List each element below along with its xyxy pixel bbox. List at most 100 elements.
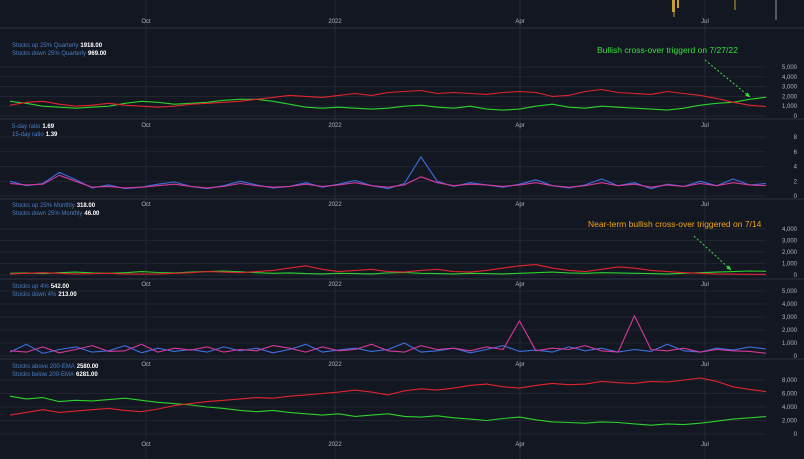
- y-tick-label: 2,000: [782, 419, 798, 425]
- y-tick-label: 2,000: [782, 250, 798, 256]
- time-label-jul: Jul: [701, 123, 709, 129]
- y-tick-label: 4,000: [782, 75, 798, 81]
- time-label-2022: 2022: [328, 282, 342, 288]
- time-label-oct: Oct: [141, 123, 151, 129]
- series-line-ema200-1: [9, 377, 767, 416]
- y-tick-label: 5,000: [782, 289, 798, 295]
- legend-item-up-quarterly: Stocks up 25% Quarterly 1918.00: [12, 43, 106, 51]
- y-tick-label: 3,000: [782, 315, 798, 321]
- time-label-2022: 2022: [328, 123, 342, 129]
- time-label-jul: Jul: [701, 362, 709, 368]
- legend-value: 318.00: [76, 203, 96, 209]
- legend-value: 542.00: [50, 284, 70, 290]
- y-tick-label: 8: [794, 135, 798, 141]
- series-line-monthly-0: [9, 270, 767, 275]
- annotation-arrow-quarterly-head: [745, 92, 750, 97]
- legend-daily4: Stocks up 4% 542.00 Stocks down 4% 213.00: [12, 284, 77, 299]
- legend-item-above-ema: Stocks above 200-EMA 2580.00: [12, 364, 98, 372]
- y-tick-label: 3,000: [782, 85, 798, 91]
- series-line-quarterly-1: [9, 88, 767, 108]
- legend-item-up-monthly: Stocks up 25% Monthly 318.00: [12, 203, 99, 211]
- y-tick-label: 6,000: [782, 392, 798, 398]
- y-tick-label: 0: [794, 432, 798, 438]
- legend-item-down4: Stocks down 4% 213.00: [12, 292, 77, 300]
- time-label-2022: 2022: [328, 362, 342, 368]
- legend-item-15day: 15-day ratio 1.39: [12, 132, 57, 140]
- y-tick-label: 4,000: [782, 405, 798, 411]
- time-label-jul: Jul: [701, 19, 709, 25]
- y-tick-label: 3,000: [782, 239, 798, 245]
- annotation-arrow-quarterly: [704, 59, 751, 98]
- y-tick-label: 4,000: [782, 227, 798, 233]
- legend-item-up4: Stocks up 4% 542.00: [12, 284, 77, 292]
- legend-item-down-quarterly: Stocks down 25% Quarterly 969.00: [12, 51, 106, 59]
- legend-item-below-ema: Stocks below 200-EMA 6281.00: [12, 372, 98, 380]
- y-tick-label: 1,000: [782, 341, 798, 347]
- legend-value: 1918.00: [80, 43, 103, 49]
- legend-label: Stocks up 25% Monthly: [12, 203, 75, 209]
- legend-label: Stocks below 200-EMA: [12, 371, 75, 378]
- legend-item-down-monthly: Stocks down 25% Monthly 46.00: [12, 211, 99, 219]
- annotation-monthly: Near-term bullish cross-over triggered o…: [588, 219, 762, 229]
- price-candle: [677, 0, 679, 8]
- time-label-jul: Jul: [701, 442, 709, 448]
- time-label-oct: Oct: [141, 442, 151, 448]
- legend-value: 1.69: [42, 124, 55, 130]
- time-label-2022: 2022: [328, 442, 342, 448]
- legend-item-5day: 5-day ratio 1.69: [12, 124, 57, 132]
- legend-label: Stocks down 25% Monthly: [12, 210, 83, 217]
- legend-label: 5-day ratio: [12, 124, 41, 130]
- legend-value: 969.00: [88, 50, 107, 57]
- time-label-jul: Jul: [701, 282, 709, 288]
- time-label-oct: Oct: [141, 362, 151, 368]
- legend-label: Stocks down 25% Quarterly: [12, 50, 87, 57]
- legend-ema200: Stocks above 200-EMA 2580.00 Stocks below…: [12, 364, 98, 379]
- series-line-daily4-0: [9, 342, 767, 354]
- series-line-quarterly-0: [9, 96, 767, 111]
- legend-value: 6281.00: [76, 371, 98, 378]
- y-tick-label: 5,000: [782, 65, 798, 71]
- legend-ratio: 5-day ratio 1.69 15-day ratio 1.39: [12, 124, 57, 139]
- time-label-apr: Apr: [515, 282, 524, 288]
- time-label-2022: 2022: [328, 19, 342, 25]
- time-label-apr: Apr: [515, 123, 524, 129]
- legend-value: 46.00: [84, 210, 100, 217]
- legend-label: Stocks up 25% Quarterly: [12, 43, 79, 49]
- y-tick-label: 2,000: [782, 94, 798, 100]
- time-label-2022: 2022: [328, 202, 342, 208]
- y-tick-label: 1,000: [782, 104, 798, 110]
- legend-label: 15-day ratio: [12, 131, 44, 138]
- y-tick-label: 4: [794, 165, 798, 171]
- time-label-oct: Oct: [141, 282, 151, 288]
- legend-value: 2580.00: [76, 364, 99, 370]
- time-label-apr: Apr: [515, 442, 524, 448]
- legend-quarterly: Stocks up 25% Quarterly 1918.00 Stocks do…: [12, 43, 106, 58]
- time-label-jul: Jul: [701, 202, 709, 208]
- time-label-apr: Apr: [515, 202, 524, 208]
- y-tick-label: 1,000: [782, 262, 798, 268]
- annotation-quarterly: Bullish cross-over triggerd on 7/27/22: [597, 45, 738, 55]
- y-tick-label: 4,000: [782, 302, 798, 308]
- y-tick-label: 2: [794, 179, 798, 185]
- y-tick-label: 2,000: [782, 328, 798, 334]
- legend-value: 213.00: [58, 291, 77, 298]
- time-label-oct: Oct: [141, 202, 151, 208]
- y-tick-label: 6: [794, 150, 798, 156]
- y-tick-label: 0: [794, 194, 798, 200]
- annotation-arrow-monthly-head: [726, 265, 731, 270]
- legend-label: Stocks above 200-EMA: [12, 364, 75, 370]
- legend-value: 1.39: [45, 131, 58, 138]
- annotation-arrow-monthly: [693, 235, 732, 271]
- y-tick-label: 0: [794, 354, 798, 360]
- legend-label: Stocks up 4%: [12, 284, 49, 290]
- y-tick-label: 8,000: [782, 378, 798, 384]
- time-label-oct: Oct: [141, 19, 151, 25]
- series-line-ema200-0: [9, 395, 767, 426]
- legend-monthly: Stocks up 25% Monthly 318.00 Stocks down …: [12, 203, 99, 218]
- time-label-apr: Apr: [515, 362, 524, 368]
- y-tick-label: 0: [794, 114, 798, 120]
- time-label-apr: Apr: [515, 19, 524, 25]
- y-tick-label: 0: [794, 273, 798, 279]
